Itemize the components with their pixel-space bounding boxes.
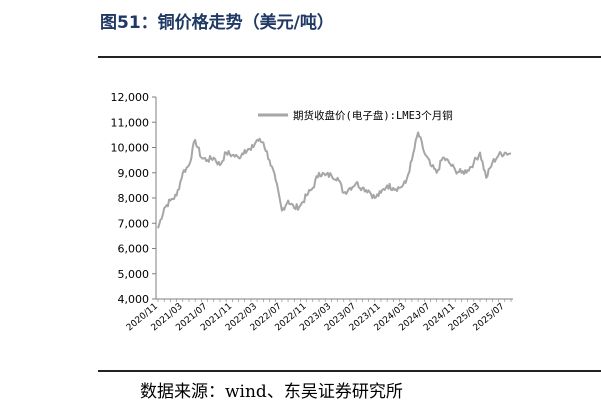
copper-price-chart: 4,000 5,000 6,000 7,000 8,000 9,000 10,000 11,0… xyxy=(111,91,513,333)
title-divider xyxy=(98,56,601,58)
source-divider xyxy=(98,370,601,372)
figure-title: 图51：铜价格走势（美元/吨） xyxy=(100,13,334,33)
y-tick-label: 6,000 xyxy=(118,243,150,256)
y-tick-label: 9,000 xyxy=(118,167,150,180)
plot-area xyxy=(157,131,512,229)
source-note: 数据来源：wind、东吴证券研究所 xyxy=(140,382,403,402)
y-tick-label: 11,000 xyxy=(111,116,150,129)
y-tick-label: 8,000 xyxy=(118,192,150,205)
y-tick-label: 12,000 xyxy=(111,91,150,104)
y-tick-label: 4,000 xyxy=(118,293,150,306)
y-axis: 4,000 5,000 6,000 7,000 8,000 9,000 10,000 11,0… xyxy=(111,91,157,306)
legend-label: 期货收盘价(电子盘):LME3个月铜 xyxy=(293,109,453,122)
y-tick-label: 10,000 xyxy=(111,142,150,155)
y-tick-label: 7,000 xyxy=(118,217,150,230)
x-axis: 2020/112021/032021/072021/112022/032022/… xyxy=(125,298,513,333)
series-line xyxy=(157,131,512,229)
legend: 期货收盘价(电子盘):LME3个月铜 xyxy=(258,109,453,122)
y-tick-label: 5,000 xyxy=(118,268,150,281)
